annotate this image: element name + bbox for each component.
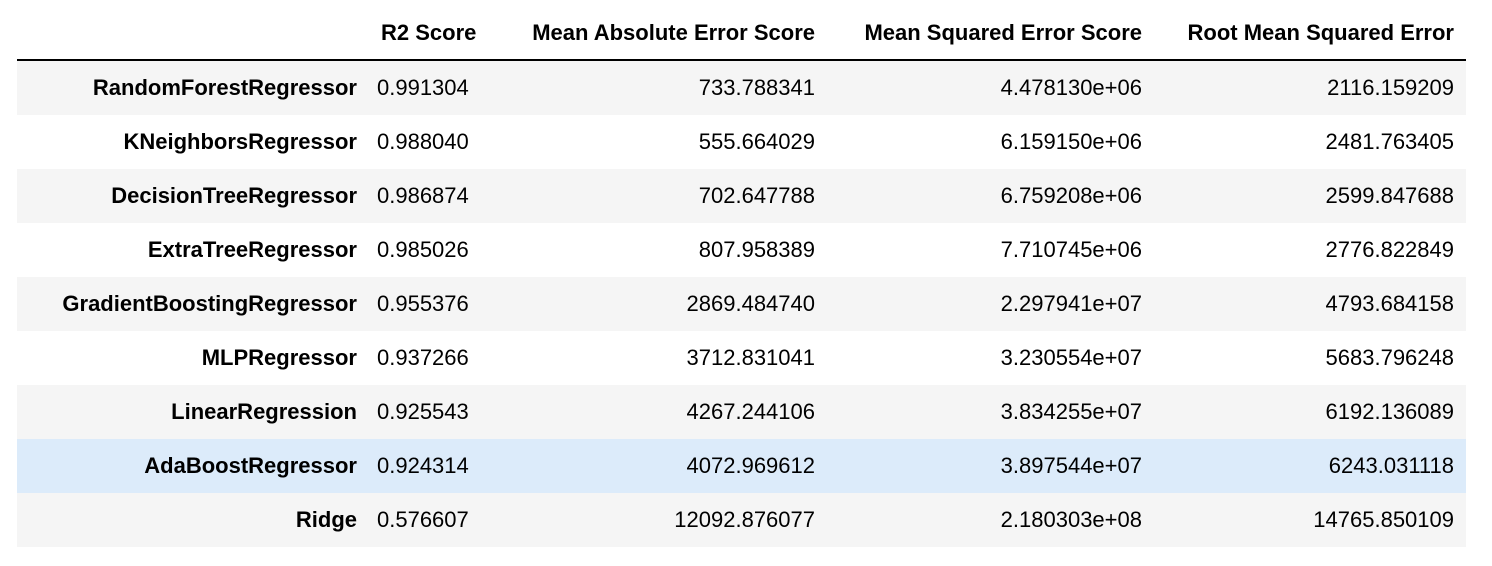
cell-root-mean-squared-error: 5683.796248	[1325, 345, 1454, 370]
cell-mean-absolute-error: 807.958389	[698, 237, 815, 262]
cell-mean-squared-error: 3.230554e+07	[1000, 345, 1142, 370]
header-row: R2 Score Mean Absolute Error Score Mean …	[17, 7, 1466, 61]
column-header-mean-absolute-error: Mean Absolute Error Score	[493, 7, 827, 61]
table-body: RandomForestRegressor 0.991304 733.78834…	[17, 60, 1466, 547]
table-row-highlighted: AdaBoostRegressor 0.924314 4072.969612 3…	[17, 439, 1466, 493]
cell-r2-score: 0.985026	[377, 237, 469, 262]
cell-r2-score: 0.576607	[377, 507, 469, 532]
cell-mean-absolute-error: 2869.484740	[686, 291, 815, 316]
row-label: RandomForestRegressor	[92, 75, 357, 100]
cell-mean-squared-error: 2.180303e+08	[1000, 507, 1142, 532]
cell-mean-absolute-error: 4267.244106	[686, 399, 815, 424]
cell-root-mean-squared-error: 14765.850109	[1313, 507, 1454, 532]
cell-mean-squared-error: 6.759208e+06	[1000, 183, 1142, 208]
column-header-root-mean-squared-error: Root Mean Squared Error	[1154, 7, 1466, 61]
table-row: MLPRegressor 0.937266 3712.831041 3.2305…	[17, 331, 1466, 385]
table-row: GradientBoostingRegressor 0.955376 2869.…	[17, 277, 1466, 331]
row-label: GradientBoostingRegressor	[62, 291, 357, 316]
cell-mean-absolute-error: 702.647788	[698, 183, 815, 208]
cell-mean-absolute-error: 555.664029	[698, 129, 815, 154]
cell-r2-score: 0.991304	[377, 75, 469, 100]
cell-mean-squared-error: 2.297941e+07	[1000, 291, 1142, 316]
cell-root-mean-squared-error: 4793.684158	[1325, 291, 1454, 316]
table-row: ExtraTreeRegressor 0.985026 807.958389 7…	[17, 223, 1466, 277]
row-label: MLPRegressor	[201, 345, 357, 370]
cell-root-mean-squared-error: 2599.847688	[1325, 183, 1454, 208]
row-label: ExtraTreeRegressor	[147, 237, 357, 262]
cell-mean-absolute-error: 733.788341	[698, 75, 815, 100]
cell-mean-squared-error: 3.897544e+07	[1000, 453, 1142, 478]
column-header-r2-score: R2 Score	[361, 7, 493, 61]
table-row: RandomForestRegressor 0.991304 733.78834…	[17, 60, 1466, 115]
cell-mean-squared-error: 6.159150e+06	[1000, 129, 1142, 154]
cell-root-mean-squared-error: 2776.822849	[1325, 237, 1454, 262]
row-label: KNeighborsRegressor	[123, 129, 357, 154]
cell-mean-squared-error: 7.710745e+06	[1000, 237, 1142, 262]
cell-r2-score: 0.988040	[377, 129, 469, 154]
row-label: Ridge	[295, 507, 357, 532]
row-label: DecisionTreeRegressor	[111, 183, 357, 208]
cell-mean-absolute-error: 12092.876077	[674, 507, 815, 532]
table-row: Ridge 0.576607 12092.876077 2.180303e+08…	[17, 493, 1466, 547]
table-row: DecisionTreeRegressor 0.986874 702.64778…	[17, 169, 1466, 223]
cell-mean-squared-error: 4.478130e+06	[1000, 75, 1142, 100]
index-header	[17, 7, 361, 61]
cell-mean-squared-error: 3.834255e+07	[1000, 399, 1142, 424]
cell-r2-score: 0.925543	[377, 399, 469, 424]
row-label: AdaBoostRegressor	[144, 453, 357, 478]
cell-r2-score: 0.955376	[377, 291, 469, 316]
cell-root-mean-squared-error: 2116.159209	[1327, 75, 1454, 100]
cell-r2-score: 0.924314	[377, 453, 469, 478]
results-table: R2 Score Mean Absolute Error Score Mean …	[17, 7, 1466, 547]
cell-mean-absolute-error: 4072.969612	[686, 453, 815, 478]
cell-root-mean-squared-error: 6243.031118	[1328, 453, 1454, 478]
table-row: KNeighborsRegressor 0.988040 555.664029 …	[17, 115, 1466, 169]
cell-root-mean-squared-error: 6192.136089	[1325, 399, 1454, 424]
cell-root-mean-squared-error: 2481.763405	[1325, 129, 1454, 154]
cell-r2-score: 0.937266	[377, 345, 469, 370]
cell-r2-score: 0.986874	[377, 183, 469, 208]
column-header-mean-squared-error: Mean Squared Error Score	[827, 7, 1154, 61]
table-row: LinearRegression 0.925543 4267.244106 3.…	[17, 385, 1466, 439]
row-label: LinearRegression	[171, 399, 357, 424]
cell-mean-absolute-error: 3712.831041	[686, 345, 815, 370]
table-header: R2 Score Mean Absolute Error Score Mean …	[17, 7, 1466, 61]
